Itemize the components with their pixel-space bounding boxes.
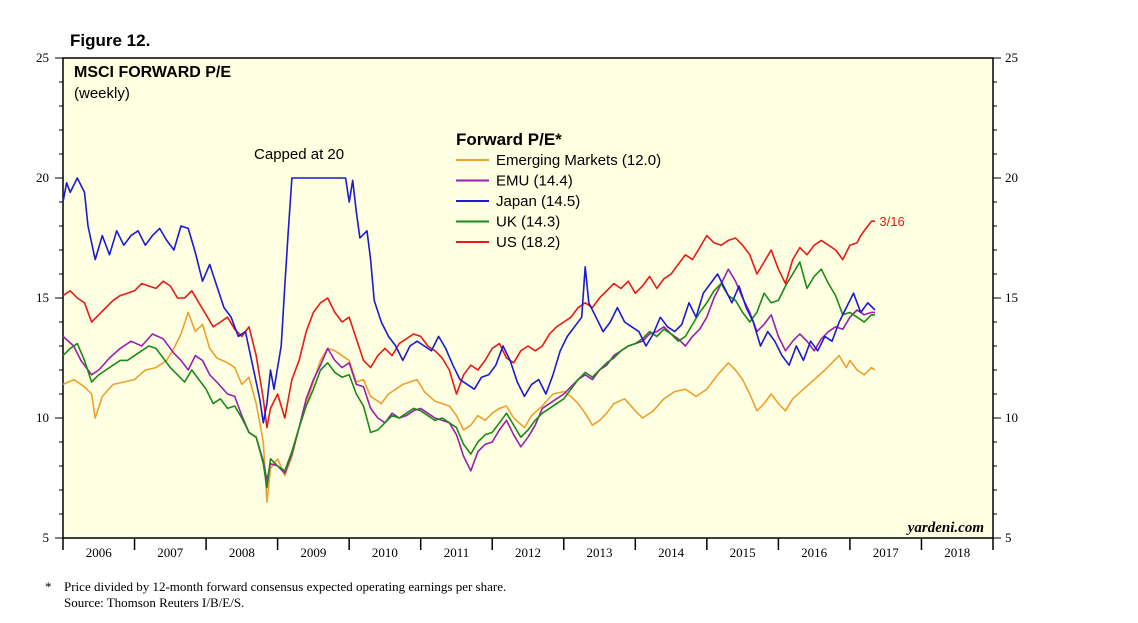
- y-tick-label-left: 5: [43, 530, 50, 545]
- y-tick-label-right: 5: [1005, 530, 1012, 545]
- legend-label: EMU (14.4): [496, 173, 573, 190]
- footnote-marker: *: [45, 579, 52, 594]
- x-tick-label: 2009: [300, 545, 326, 560]
- series-line-japan: [62, 177, 876, 424]
- x-tick-label: 2008: [229, 545, 255, 560]
- legend: Forward P/E* Emerging Markets (12.0) EMU …: [456, 130, 661, 251]
- y-tick-label-right: 15: [1005, 290, 1018, 305]
- y-tick-label-left: 20: [36, 170, 49, 185]
- x-tick-label: 2012: [515, 545, 541, 560]
- chart-title: MSCI FORWARD P/E: [74, 64, 231, 81]
- x-tick-label: 2007: [157, 545, 184, 560]
- legend-label: Emerging Markets (12.0): [496, 152, 661, 169]
- series-line-emu: [62, 268, 875, 482]
- x-tick-label: 2010: [372, 545, 398, 560]
- x-tick-label: 2006: [86, 545, 113, 560]
- series-lines: [62, 177, 876, 503]
- legend-label: US (18.2): [496, 234, 560, 251]
- y-tick-label-left: 15: [36, 290, 49, 305]
- series-line-uk: [62, 261, 875, 489]
- plot-background: [62, 57, 994, 539]
- y-tick-labels: 5 5 10 10 15 15 20 20 25 25: [36, 50, 1018, 545]
- last-date-annotation: 3/16: [879, 214, 904, 229]
- footnote-line-2: Source: Thomson Reuters I/B/E/S.: [64, 595, 244, 610]
- watermark: yardeni.com: [906, 520, 984, 536]
- figure-label: Figure 12.: [70, 31, 150, 50]
- x-tick-label: 2015: [730, 545, 756, 560]
- x-tick-label: 2014: [658, 545, 685, 560]
- x-tick-labels: 2006 2007 2008 2009 2010 2011 2012 2013 2014 2015…: [86, 545, 970, 560]
- x-tick-label: 2013: [587, 545, 613, 560]
- x-tick-label: 2016: [801, 545, 828, 560]
- axis-ticks: [55, 57, 1001, 550]
- legend-label: Japan (14.5): [496, 193, 580, 210]
- capped-annotation: Capped at 20: [254, 146, 344, 163]
- series-line-us: [62, 220, 875, 429]
- y-tick-label-right: 25: [1005, 50, 1018, 65]
- chart-subtitle: (weekly): [74, 85, 130, 102]
- legend-label: UK (14.3): [496, 214, 560, 231]
- y-tick-label-right: 10: [1005, 410, 1018, 425]
- series-line-emerging-markets: [62, 311, 876, 503]
- footnote-line-1: Price divided by 12-month forward consen…: [64, 579, 506, 594]
- y-tick-label-left: 25: [36, 50, 49, 65]
- x-tick-label: 2018: [944, 545, 970, 560]
- legend-title: Forward P/E*: [456, 130, 562, 149]
- x-tick-label: 2011: [444, 545, 470, 560]
- y-tick-label-left: 10: [36, 410, 49, 425]
- x-tick-label: 2017: [873, 545, 900, 560]
- y-tick-label-right: 20: [1005, 170, 1018, 185]
